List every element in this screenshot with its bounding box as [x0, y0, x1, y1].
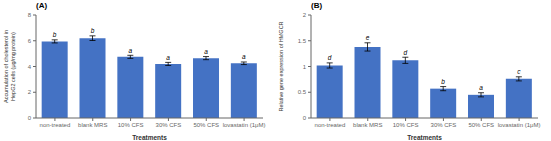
svg-text:1.5: 1.5 [298, 38, 307, 44]
svg-text:1: 1 [303, 64, 307, 70]
svg-text:10% CFS: 10% CFS [118, 122, 144, 128]
svg-text:0: 0 [303, 115, 307, 121]
svg-text:0.5: 0.5 [298, 89, 307, 95]
svg-text:blank MRS: blank MRS [78, 122, 107, 128]
svg-text:a: a [204, 48, 208, 55]
svg-text:2: 2 [303, 12, 307, 18]
svg-text:a: a [129, 47, 133, 54]
svg-text:30% CFS: 30% CFS [156, 122, 182, 128]
svg-text:d: d [328, 54, 332, 61]
svg-text:50% CFS: 50% CFS [468, 122, 494, 128]
svg-text:non-treated: non-treated [315, 122, 346, 128]
svg-text:Treatments: Treatments [407, 134, 442, 140]
svg-text:non-treated: non-treated [40, 122, 71, 128]
svg-text:b: b [91, 27, 95, 34]
svg-text:2: 2 [28, 89, 32, 95]
html-text:(B): (B) [311, 1, 323, 10]
html-text:(A): (A) [36, 1, 48, 10]
svg-text:30% CFS: 30% CFS [431, 122, 457, 128]
svg-text:0: 0 [28, 115, 32, 121]
svg-text:Relative gene expression of HM: Relative gene expression of HMGCR [278, 21, 284, 111]
svg-text:a: a [479, 84, 483, 91]
svg-text:a: a [242, 53, 246, 60]
svg-text:e: e [366, 34, 370, 41]
svg-text:lovastatin (1μM): lovastatin (1μM) [223, 122, 266, 128]
svg-text:b: b [441, 78, 445, 85]
svg-text:6: 6 [28, 38, 32, 44]
svg-text:4: 4 [28, 64, 32, 70]
svg-text:8: 8 [28, 12, 32, 18]
svg-text:50% CFS: 50% CFS [193, 122, 219, 128]
svg-text:d: d [404, 49, 408, 56]
svg-text:b: b [53, 31, 57, 38]
svg-text:Accumulation of cholesterol in: Accumulation of cholesterol inHepG2 cell… [8, 30, 16, 103]
svg-text:10% CFS: 10% CFS [393, 122, 419, 128]
svg-text:a: a [166, 54, 170, 61]
svg-text:Treatments: Treatments [132, 134, 167, 140]
svg-text:blank MRS: blank MRS [353, 122, 382, 128]
svg-text:lovastatin (1μM): lovastatin (1μM) [498, 122, 541, 128]
svg-text:c: c [517, 68, 521, 75]
